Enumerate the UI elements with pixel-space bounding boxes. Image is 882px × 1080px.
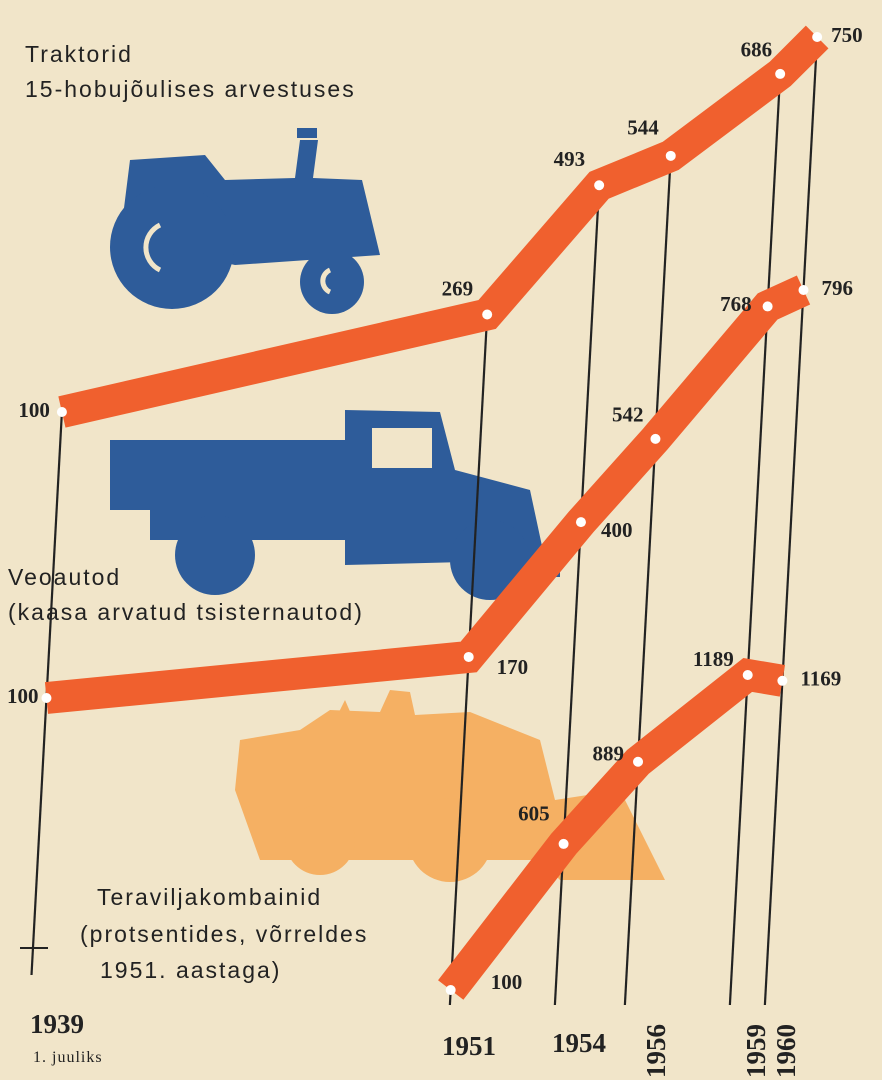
data-point	[41, 693, 51, 703]
series-name: Traktorid	[25, 41, 133, 67]
data-point	[666, 151, 676, 161]
data-label: 605	[518, 802, 550, 826]
data-label: 269	[442, 276, 474, 300]
series-name: Veoautod	[8, 564, 121, 590]
x-tick-label: 1956	[641, 1024, 671, 1078]
data-label: 400	[601, 518, 633, 542]
data-label: 796	[822, 276, 854, 300]
data-label: 686	[741, 38, 773, 62]
x-tick-label: 1959	[741, 1024, 771, 1078]
data-label: 100	[18, 398, 50, 422]
x-tick-label: 1960	[771, 1024, 801, 1078]
data-label: 768	[720, 292, 752, 316]
data-point	[576, 517, 586, 527]
data-point	[650, 434, 660, 444]
data-point	[594, 180, 604, 190]
x-tick-label: 1954	[552, 1028, 606, 1058]
data-point	[812, 32, 822, 42]
data-point	[777, 676, 787, 686]
x-tick-label: 1939	[30, 1009, 84, 1039]
data-label: 170	[497, 655, 528, 679]
data-label: 100	[491, 970, 523, 994]
data-point	[743, 670, 753, 680]
data-point	[464, 652, 474, 662]
data-point	[633, 757, 643, 767]
series-note: 1951. aastaga)	[100, 957, 281, 983]
x-tick-note: 1. juuliks	[33, 1049, 103, 1066]
data-label: 1189	[693, 647, 734, 671]
chart: 100 269 493 544 686 750 Traktorid 15-hobujõulis…	[0, 0, 882, 1080]
data-label: 100	[7, 684, 39, 708]
data-label: 1169	[800, 667, 841, 691]
data-point	[799, 285, 809, 295]
data-label: 889	[593, 742, 625, 766]
series-note: 15-hobujõulises arvestuses	[25, 76, 356, 102]
data-point	[763, 301, 773, 311]
data-label: 542	[612, 403, 644, 427]
data-point	[57, 407, 67, 417]
data-label: 544	[627, 116, 659, 140]
data-point	[482, 310, 492, 320]
series-name: Teraviljakombainid	[97, 884, 322, 910]
series-note: (protsentides, võrreldes	[80, 921, 368, 947]
data-point	[559, 839, 569, 849]
data-label: 493	[554, 147, 586, 171]
data-label: 750	[831, 23, 863, 47]
series-note: (kaasa arvatud tsisternautod)	[8, 599, 364, 625]
data-point	[775, 69, 785, 79]
truck-window	[372, 428, 432, 468]
data-point	[446, 985, 456, 995]
x-tick-label: 1951	[442, 1031, 496, 1061]
